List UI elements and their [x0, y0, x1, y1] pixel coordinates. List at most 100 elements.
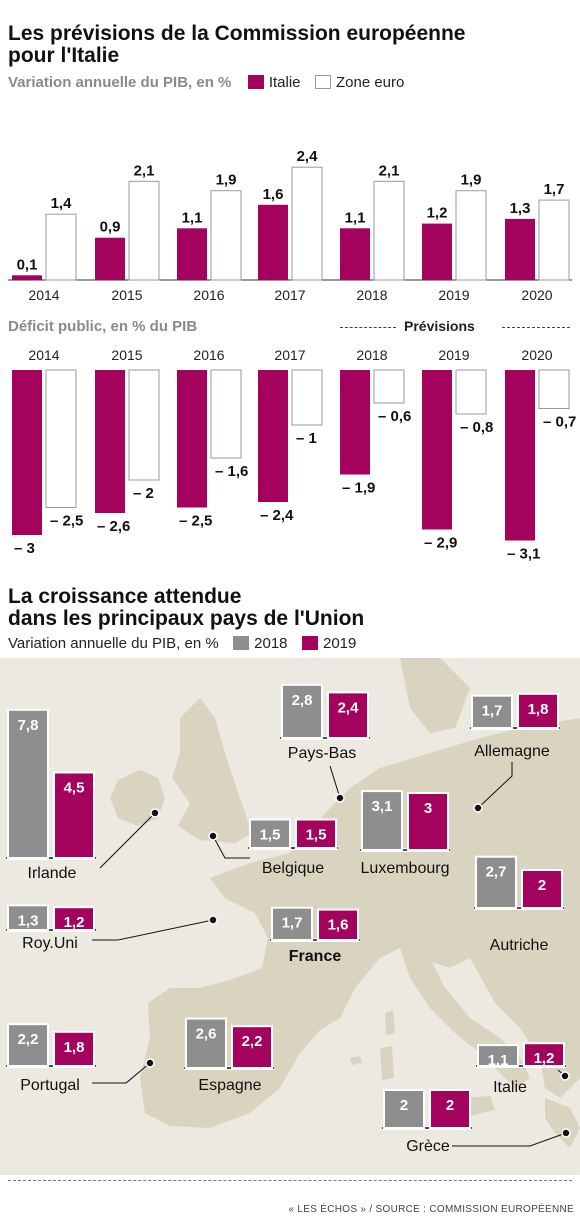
mediterranean-islands	[350, 1056, 362, 1065]
deficit-label-italie-2017: – 2,4	[260, 507, 294, 524]
gdp-label-zone-2015: 2,1	[134, 162, 155, 179]
gdp-label-zone-2016: 1,9	[216, 172, 237, 189]
country-name-espagne: Espagne	[198, 1077, 261, 1094]
map-bar-2019-roy-uni	[53, 906, 95, 931]
gdp-bar-zone-2018	[373, 180, 405, 281]
gdp-year-2016: 2016	[193, 287, 224, 303]
map-bar-2019-italie	[523, 1042, 565, 1068]
deficit-bar-zone-2018	[373, 369, 405, 404]
location-dot-belgique	[208, 831, 218, 841]
gdp-year-2014: 2014	[28, 287, 59, 303]
gdp-label-zone-2018: 2,1	[379, 162, 400, 179]
deficit-year-2015: 2015	[111, 347, 142, 363]
gdp-label-italie-2018: 1,1	[345, 209, 366, 226]
leader-line-irlande	[99, 812, 156, 869]
location-dot-gr-ce	[561, 1128, 571, 1138]
deficit-bar-zone-2017	[291, 369, 323, 426]
map-label-2018-portugal: 2,2	[18, 1031, 39, 1048]
legend-zone-swatch	[314, 75, 331, 89]
deficit-chart: 2014 – 3 – 2,5 2015 – 2,6– 2 2016 – 2,5 – 1,6 20…	[12, 347, 576, 563]
deficit-bar-italie-2014	[12, 370, 42, 535]
map-subtitle: Variation annuelle du PIB, en %	[8, 635, 219, 652]
map-label-2019-roy-uni: 1,2	[64, 914, 85, 931]
map-label-2019-belgique: 1,5	[306, 827, 327, 844]
gdp-bar-italie-2019	[422, 223, 452, 280]
country-name-luxembourg: Luxembourg	[361, 860, 450, 877]
deficit-label-italie-2015: – 2,6	[97, 518, 130, 535]
map-label-2018-gr-ce: 2	[400, 1097, 408, 1114]
previsions-marker: Prévisions	[340, 318, 572, 336]
deficit-subtitle: Déficit public, en % du PIB	[8, 318, 198, 335]
gdp-label-zone-2017: 2,4	[297, 148, 319, 165]
gdp-bar-zone-2019	[455, 190, 487, 281]
leader-line-allemagne	[477, 762, 513, 809]
country-name-france: France	[289, 948, 342, 965]
map-bar-2018-roy-uni	[7, 904, 49, 932]
map-label-2018-roy-uni: 1,3	[18, 912, 39, 929]
map-label-2018-espagne: 2,6	[196, 1026, 217, 1043]
deficit-label-zone-2016: – 1,6	[215, 463, 248, 480]
gdp-bar-zone-2017	[291, 166, 323, 281]
deficit-year-2017: 2017	[274, 347, 305, 363]
gdp-bar-italie-2017	[258, 204, 288, 280]
map-label-2019-gr-ce: 2	[446, 1097, 454, 1114]
deficit-label-italie-2014: – 3	[14, 540, 35, 557]
deficit-bar-italie-2015	[95, 370, 125, 513]
map-bar-2019-belgique	[295, 818, 337, 849]
location-dot-pays-bas	[335, 793, 345, 803]
gdp-bar-italie-2015	[95, 237, 125, 280]
map-label-2019-italie: 1,2	[534, 1050, 555, 1067]
gdp-year-2020: 2020	[521, 287, 552, 303]
location-dot-roy-uni	[208, 915, 218, 925]
map-label-2018-france: 1,7	[282, 915, 303, 932]
country-name-belgique: Belgique	[262, 860, 324, 877]
map-label-2018-allemagne: 1,7	[482, 703, 503, 720]
country-name-portugal: Portugal	[20, 1077, 80, 1094]
gdp-legend-row: Variation annuelle du PIB, en % Italie Z…	[8, 74, 404, 92]
leader-line-belgique	[212, 835, 250, 859]
country-name-gr-ce: Grèce	[406, 1138, 450, 1155]
gdp-year-2015: 2015	[111, 287, 142, 303]
deficit-year-2019: 2019	[438, 347, 469, 363]
map-bar-2018-autriche	[475, 855, 517, 909]
deficit-label-zone-2014: – 2,5	[50, 513, 83, 530]
map-bar-2018-gr-ce	[383, 1089, 425, 1129]
location-dot-italie	[560, 1071, 570, 1081]
legend-italie: Italie	[247, 74, 305, 91]
map-bar-2019-irlande	[53, 771, 95, 859]
legend-zone: Zone euro	[314, 74, 404, 91]
greece-shape	[545, 1098, 580, 1148]
deficit-bar-zone-2016	[210, 369, 242, 459]
deficit-bar-italie-2019	[422, 370, 452, 530]
legend-2019-swatch	[301, 636, 318, 650]
legend-2019: 2019	[301, 635, 356, 652]
gdp-label-italie-2020: 1,3	[510, 200, 531, 217]
map-bar-2019-pays-bas	[327, 691, 369, 739]
map-bar-2018-espagne	[185, 1017, 227, 1070]
gdp-year-2018: 2018	[356, 287, 387, 303]
country-name-autriche: Autriche	[490, 937, 549, 954]
gdp-bar-italie-2018	[340, 228, 370, 280]
map-label-2019-espagne: 2,2	[242, 1033, 263, 1050]
gdp-bar-italie-2020	[505, 218, 535, 280]
gdp-label-italie-2014: 0,1	[17, 256, 38, 273]
legend-italie-label: Italie	[268, 74, 301, 91]
deficit-label-italie-2020: – 3,1	[507, 546, 540, 563]
deficit-bar-italie-2016	[177, 370, 207, 508]
map-label-2019-allemagne: 1,8	[528, 701, 549, 718]
map-bar-2019-portugal	[53, 1030, 95, 1067]
map-bar-2018-france	[271, 906, 313, 941]
gdp-label-italie-2016: 1,1	[182, 209, 203, 226]
gdp-chart: 0,1 1,4 2014 0,9 2,1 2015 1,1 1,9 2016 1,6 2,4 2017…	[8, 148, 572, 303]
map-label-2018-irlande: 7,8	[18, 717, 39, 734]
previsions-dash-left	[340, 327, 396, 328]
previsions-label: Prévisions	[404, 318, 475, 334]
deficit-year-2020: 2020	[521, 347, 552, 363]
map-label-2018-pays-bas: 2,8	[292, 692, 313, 709]
gdp-label-zone-2020: 1,7	[544, 181, 565, 198]
country-name-allemagne: Allemagne	[474, 743, 550, 760]
country-name-roy-uni: Roy.Uni	[22, 935, 78, 952]
map-label-2018-belgique: 1,5	[260, 827, 281, 844]
main-title-line2: pour l'Italie	[8, 44, 120, 67]
map-bar-2018-luxembourg	[361, 790, 403, 852]
